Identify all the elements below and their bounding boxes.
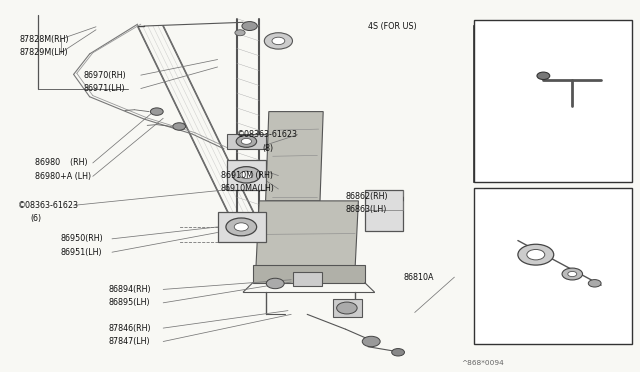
Bar [474, 188, 632, 344]
Text: ©08363-61623: ©08363-61623 [237, 130, 298, 139]
Text: 87828M(RH): 87828M(RH) [19, 35, 69, 44]
Text: 86971(LH): 86971(LH) [83, 84, 125, 93]
Circle shape [518, 244, 554, 265]
Bar [365, 190, 403, 231]
Circle shape [588, 280, 601, 287]
Circle shape [235, 30, 245, 36]
Bar [253, 265, 365, 283]
Circle shape [264, 33, 292, 49]
Text: 86910MA(LH): 86910MA(LH) [221, 185, 275, 193]
Text: (6): (6) [31, 214, 42, 223]
Circle shape [173, 123, 186, 130]
Text: 4S (FOR US): 4S (FOR US) [368, 22, 417, 31]
Bar [474, 26, 632, 182]
Text: 87850A: 87850A [572, 254, 607, 263]
Circle shape [236, 135, 257, 147]
Bar [474, 20, 632, 182]
Bar [333, 299, 362, 317]
Text: 87846(RH): 87846(RH) [109, 324, 152, 333]
Text: 87829M(LH): 87829M(LH) [19, 48, 68, 57]
Circle shape [266, 278, 284, 289]
Text: 86879: 86879 [543, 227, 572, 236]
Text: 86970(RH): 86970(RH) [83, 71, 126, 80]
Bar [218, 212, 266, 242]
Circle shape [240, 171, 253, 179]
Polygon shape [256, 201, 358, 266]
Circle shape [241, 138, 252, 144]
Polygon shape [266, 112, 323, 201]
Text: 86951(LH): 86951(LH) [61, 248, 102, 257]
Polygon shape [35, 15, 147, 78]
Circle shape [562, 268, 582, 280]
Circle shape [232, 167, 260, 183]
Circle shape [337, 302, 357, 314]
Text: ©08363-61623: ©08363-61623 [18, 201, 79, 210]
Circle shape [150, 108, 163, 115]
Text: 86894(RH): 86894(RH) [109, 285, 152, 294]
Text: 86950(RH): 86950(RH) [61, 234, 104, 243]
Circle shape [242, 22, 257, 31]
Text: 86863(LH): 86863(LH) [346, 205, 387, 214]
Text: 86810A: 86810A [403, 273, 434, 282]
Text: 86910M (RH): 86910M (RH) [221, 171, 273, 180]
Circle shape [272, 37, 285, 45]
Circle shape [362, 336, 380, 347]
Text: (8): (8) [262, 144, 273, 153]
Circle shape [568, 272, 577, 277]
Circle shape [527, 250, 545, 260]
Text: ^868*0094: ^868*0094 [461, 360, 504, 366]
Text: 86895(LH): 86895(LH) [109, 298, 150, 307]
Text: 86980    (RH): 86980 (RH) [35, 158, 88, 167]
Text: 86862(RH): 86862(RH) [346, 192, 388, 201]
Circle shape [392, 349, 404, 356]
Bar [227, 160, 266, 190]
Circle shape [537, 72, 550, 80]
Text: 86999: 86999 [539, 155, 567, 164]
Circle shape [234, 223, 248, 231]
Circle shape [226, 218, 257, 236]
Text: 87847(LH): 87847(LH) [109, 337, 150, 346]
Text: 86980+A (LH): 86980+A (LH) [35, 172, 92, 181]
Bar [293, 272, 322, 286]
Bar [227, 134, 266, 149]
